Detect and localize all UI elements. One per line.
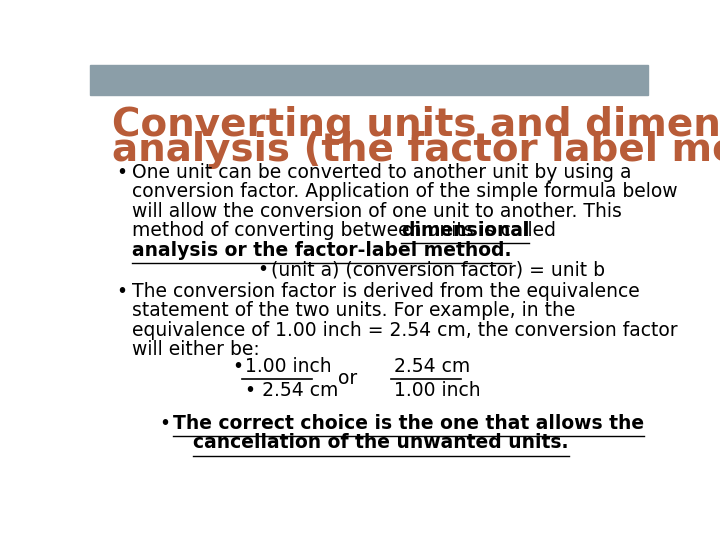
Text: • 2.54 cm: • 2.54 cm xyxy=(245,381,338,400)
Text: method of converting between units is called: method of converting between units is ca… xyxy=(132,221,562,240)
Text: will allow the conversion of one unit to another. This: will allow the conversion of one unit to… xyxy=(132,201,622,221)
Text: (unit a) (conversion factor) = unit b: (unit a) (conversion factor) = unit b xyxy=(271,260,606,279)
Text: •: • xyxy=(116,163,127,181)
Text: 1.00 inch: 1.00 inch xyxy=(245,357,331,376)
Text: statement of the two units. For example, in the: statement of the two units. For example,… xyxy=(132,301,575,320)
Text: The conversion factor is derived from the equivalence: The conversion factor is derived from th… xyxy=(132,282,639,301)
Text: 2.54 cm: 2.54 cm xyxy=(394,357,470,376)
Text: One unit can be converted to another unit by using a: One unit can be converted to another uni… xyxy=(132,163,631,181)
Bar xyxy=(90,65,648,94)
Text: analysis or the factor-label method.: analysis or the factor-label method. xyxy=(132,241,511,260)
Text: equivalence of 1.00 inch = 2.54 cm, the conversion factor: equivalence of 1.00 inch = 2.54 cm, the … xyxy=(132,321,678,340)
Text: conversion factor. Application of the simple formula below: conversion factor. Application of the si… xyxy=(132,182,678,201)
Text: or: or xyxy=(338,369,358,388)
Text: dimensional: dimensional xyxy=(401,221,529,240)
Text: •: • xyxy=(258,260,269,279)
Text: analysis (the factor label method): analysis (the factor label method) xyxy=(112,131,720,170)
Text: The correct choice is the one that allows the: The correct choice is the one that allow… xyxy=(173,414,644,433)
Text: •: • xyxy=(233,357,243,376)
Text: •: • xyxy=(116,282,127,301)
Text: 1.00 inch: 1.00 inch xyxy=(394,381,481,400)
Text: Converting units and dimensional: Converting units and dimensional xyxy=(112,106,720,144)
Text: •: • xyxy=(160,414,171,433)
Text: will either be:: will either be: xyxy=(132,340,260,359)
Text: cancellation of the unwanted units.: cancellation of the unwanted units. xyxy=(193,434,569,453)
